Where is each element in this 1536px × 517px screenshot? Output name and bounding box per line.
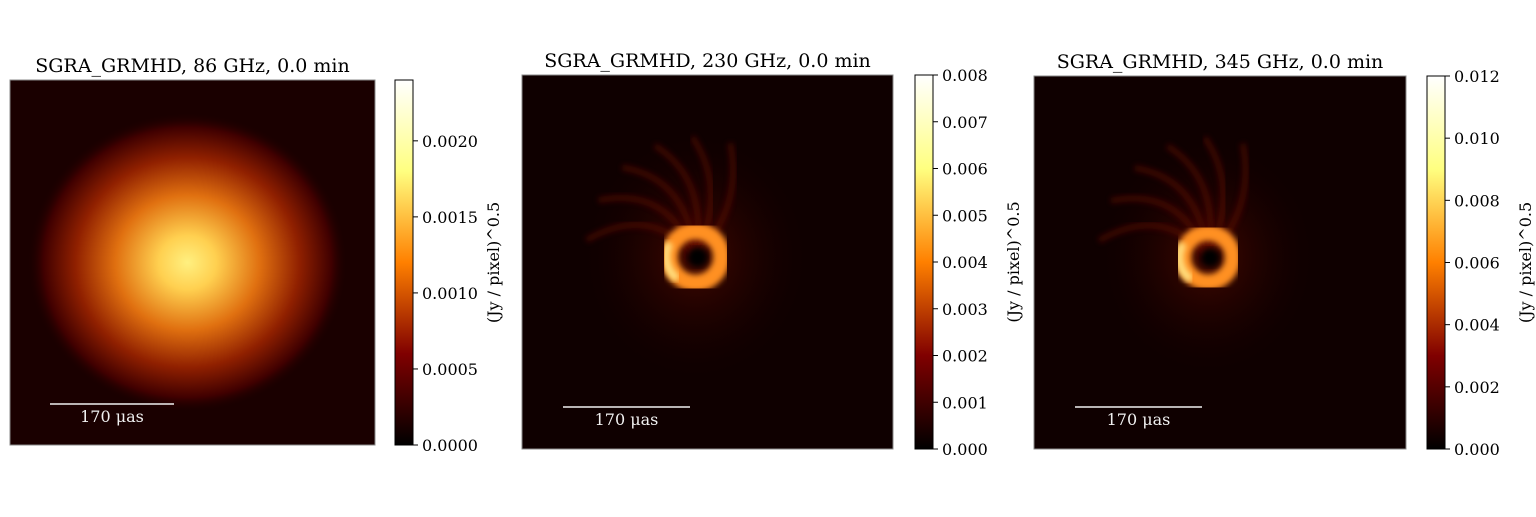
colorbar-tick-label: 0.0020 [422, 132, 478, 151]
black-hole-shadow [687, 247, 708, 267]
filament [1097, 222, 1211, 260]
colorbar-tick-label: 0.010 [1454, 129, 1500, 148]
colorbar-tick-label: 0.000 [942, 440, 988, 459]
colorbar-label: (Jy / pixel)^0.5 [484, 202, 503, 323]
colorbar-label: (Jy / pixel)^0.5 [1516, 202, 1535, 323]
emission-blob [27, 112, 348, 413]
filament [621, 164, 699, 258]
filament [653, 142, 702, 258]
colorbar-gradient [394, 79, 414, 446]
heatmap-image [1033, 75, 1407, 450]
colorbar-tick-label: 0.005 [942, 206, 988, 225]
colorbar-tick-label: 0.008 [1454, 191, 1500, 210]
colorbar-tick-label: 0.001 [942, 393, 988, 412]
image-frame [521, 74, 894, 450]
image-frame [9, 79, 376, 446]
scale-bar-label: 170 μas [1107, 410, 1171, 429]
colorbar: 0.000 0.001 0.002 0.003 0.004 0.005 0.006 0.007… [914, 66, 1023, 459]
filament [1205, 143, 1249, 260]
ring-bright-side [1175, 241, 1194, 283]
filament [1202, 135, 1227, 259]
colorbar-tick-label: 0.003 [942, 300, 988, 319]
colorbar-label: (Jy / pixel)^0.5 [1004, 201, 1023, 322]
ring-bright-side [662, 241, 681, 283]
colorbar-tick-label: 0.007 [942, 113, 988, 132]
panel-title: SGRA_GRMHD, 345 GHz, 0.0 min [1057, 51, 1384, 73]
panel-title: SGRA_GRMHD, 86 GHz, 0.0 min [35, 55, 350, 77]
colorbar-tick-label: 0.012 [1454, 67, 1500, 86]
colorbar-tick-label: 0.004 [942, 253, 988, 272]
colorbar: 0.0000 0.0005 0.0010 0.0015 0.0020 (Jy / pixe… [394, 79, 503, 455]
colorbar-tick-label: 0.000 [1454, 440, 1500, 459]
colorbar-tick-label: 0.0010 [422, 284, 478, 303]
colorbar: 0.000 0.002 0.004 0.006 0.008 0.010 0.012 (Jy /… [1426, 67, 1535, 459]
filament [585, 221, 698, 259]
panel-title: SGRA_GRMHD, 230 GHz, 0.0 min [544, 50, 871, 72]
panel-2: SGRA_GRMHD, 345 GHz, 0.0 min 170 μas 0.000… [1033, 51, 1535, 459]
colorbar-tick-label: 0.002 [942, 347, 988, 366]
black-hole-shadow [1200, 248, 1220, 267]
filament [1110, 195, 1211, 259]
panel-1: SGRA_GRMHD, 230 GHz, 0.0 min 170 μas 0.000… [521, 50, 1023, 459]
colorbar-tick-label: 0.0005 [422, 360, 478, 379]
scale-bar-label: 170 μas [595, 410, 659, 429]
colorbar-tick-label: 0.004 [1454, 316, 1500, 335]
colorbar-tick-label: 0.008 [942, 66, 988, 85]
colorbar-tick-label: 0.006 [942, 160, 988, 179]
panel-0: SGRA_GRMHD, 86 GHz, 0.0 min 170 μas 0.0000… [9, 55, 503, 455]
colorbar-gradient [914, 74, 934, 450]
colorbar-gradient [1426, 75, 1446, 450]
heatmap-image [521, 74, 894, 450]
heatmap-image [9, 79, 376, 446]
image-frame [1033, 75, 1407, 450]
colorbar-tick-label: 0.0000 [422, 436, 478, 455]
colorbar-tick-label: 0.0015 [422, 208, 478, 227]
colorbar-tick-label: 0.002 [1454, 378, 1500, 397]
colorbar-tick-label: 0.006 [1454, 254, 1500, 273]
filament [597, 194, 699, 259]
filament [693, 142, 736, 260]
filament [689, 135, 714, 259]
scale-bar-label: 170 μas [80, 407, 144, 426]
